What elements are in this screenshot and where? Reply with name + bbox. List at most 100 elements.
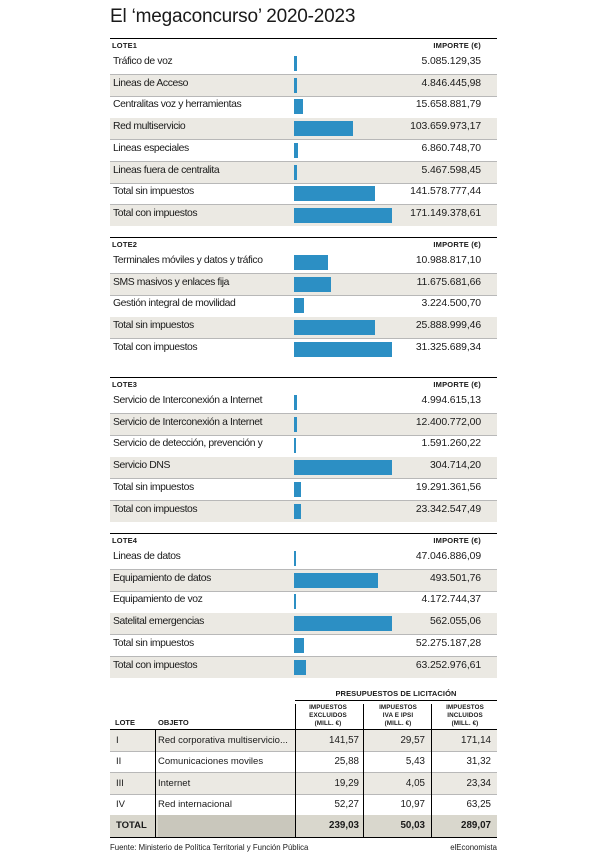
footer: Fuente: Ministerio de Política Territori… <box>110 843 497 855</box>
row-divider <box>110 139 497 141</box>
bar-value-label: 10.988.817,10 <box>415 255 481 266</box>
bar-value-label: 12.400.772,00 <box>415 416 481 428</box>
bar-row: Total sin impuestos 19.291.361,56 <box>110 479 497 501</box>
bar-row: Servicio de Interconexión a Internet 4.99… <box>110 392 497 414</box>
bar-value-label: 47.046.886,09 <box>415 551 481 562</box>
row-divider <box>110 294 497 296</box>
section-top-rule <box>110 533 497 534</box>
iva-cell: 29,57 <box>400 735 425 746</box>
table-total-row: TOTAL 239,03 50,03 289,07 <box>110 815 497 837</box>
section-lote-label: LOTE3 <box>112 380 138 389</box>
bar-row: Total sin impuestos 25.888.999,46 <box>110 317 497 339</box>
bar-value-label: 31.325.689,34 <box>415 341 481 353</box>
bar-mark <box>294 551 296 566</box>
bar-value-label: 562.055,06 <box>429 616 481 628</box>
total-label: TOTAL <box>116 820 147 831</box>
table-col-header-lote: LOTE <box>115 718 135 727</box>
lote-cell: I <box>116 735 119 746</box>
table-row: IV Red internacional 52,27 10,97 63,25 <box>110 794 497 816</box>
bar-mark <box>294 594 296 610</box>
iva-cell: 5,43 <box>405 756 425 768</box>
row-divider <box>110 338 497 340</box>
objeto-cell: Comunicaciones moviles <box>158 756 264 768</box>
row-divider <box>110 590 497 592</box>
section-header: LOTE3 IMPORTE (€) <box>110 379 497 393</box>
bar-value-label: 4.994.615,13 <box>421 395 482 406</box>
bar-mark <box>294 341 392 357</box>
section-value-header: IMPORTE (€) <box>433 536 481 545</box>
section-top-rule <box>110 38 497 39</box>
bar-value-label: 25.888.999,46 <box>415 320 481 332</box>
bar-category-label: Total sin impuestos <box>113 637 194 649</box>
row-divider <box>110 751 497 752</box>
incluidos-cell: 63,25 <box>466 798 491 810</box>
bar-row: Lineas especiales 6.860.748,70 <box>110 140 497 162</box>
bar-row: Centralitas voz y herramientas 15.658.881… <box>110 96 497 118</box>
bar-value-label: 304.714,20 <box>429 460 481 472</box>
bar-category-label: Servicio de Interconexión a Internet <box>113 416 263 428</box>
bar-value-label: 141.578.777,44 <box>410 186 481 198</box>
section-value-header: IMPORTE (€) <box>433 41 481 50</box>
bar-category-label: Total sin impuestos <box>113 186 194 198</box>
bar-category-label: Servicio de Interconexión a Internet <box>113 395 263 406</box>
excluidos-cell: 141,57 <box>329 735 359 746</box>
objeto-cell: Red corporativa multiservicio... <box>158 735 288 746</box>
bar-category-label: Total con impuestos <box>113 659 198 671</box>
bar-row: Tráfico de voz 5.085.129,35 <box>110 53 497 75</box>
lote-cell: II <box>116 756 122 768</box>
row-divider <box>110 182 497 184</box>
col-separator <box>155 730 156 837</box>
excluidos-cell: 19,29 <box>334 777 359 789</box>
bar-row: Equipamiento de datos 493.501,76 <box>110 569 497 592</box>
table-col-header-excluidos: IMPUESTOS EXCLUIDOS (MILL. €) <box>300 704 356 728</box>
bar-category-label: Total con impuestos <box>113 503 198 515</box>
bar-category-label: Tráfico de voz <box>113 56 173 67</box>
col-separator <box>295 704 296 837</box>
bar-mark <box>294 207 392 223</box>
bar-value-label: 171.149.378,61 <box>410 207 481 219</box>
bar-mark <box>294 56 297 71</box>
table-row: III Internet 19,29 4,05 23,34 <box>110 772 497 795</box>
section-header: LOTE2 IMPORTE (€) <box>110 239 497 253</box>
bar-mark <box>294 186 376 202</box>
bar-row: Terminales móviles y datos y tráfico 10.9… <box>110 252 497 274</box>
bar-row: Total sin impuestos 52.275.187,28 <box>110 635 497 657</box>
col-head-line: (MILL. €) <box>384 720 412 727</box>
excluidos-cell: 52,27 <box>334 798 359 810</box>
total-incluidos: 289,07 <box>461 820 491 831</box>
bar-mark <box>294 298 305 314</box>
bar-category-label: Red multiservicio <box>113 121 186 133</box>
lote-cell: IV <box>116 798 125 810</box>
row-divider <box>110 793 497 795</box>
table-row: I Red corporativa multiservicio... 141,57 2… <box>110 730 497 752</box>
bar-mark <box>294 255 329 270</box>
bar-category-label: Satelital emergencias <box>113 616 204 628</box>
bar-category-label: Equipamiento de voz <box>113 594 203 606</box>
col-head-line: IMPUESTOS <box>309 704 347 711</box>
bar-value-label: 1.591.260,22 <box>421 438 482 450</box>
brand-logo: elEconomista <box>450 843 497 852</box>
bar-mark <box>294 438 296 454</box>
bar-mark <box>294 395 297 410</box>
bar-mark <box>294 460 392 476</box>
bar-category-label: Total sin impuestos <box>113 481 194 493</box>
bar-row: Servicio DNS 304.714,20 <box>110 457 497 479</box>
bar-row: Lineas de datos 47.046.886,09 <box>110 548 497 570</box>
bar-category-label: Lineas fuera de centralita <box>113 164 220 176</box>
bar-mark <box>294 503 301 519</box>
row-divider <box>110 478 497 480</box>
iva-cell: 4,05 <box>405 777 425 789</box>
bar-row: Total sin impuestos 141.578.777,44 <box>110 183 497 205</box>
section-top-rule <box>110 237 497 238</box>
bar-row: Total con impuestos 171.149.378,61 <box>110 204 497 227</box>
bar-value-label: 103.659.973,17 <box>410 121 481 133</box>
bar-mark <box>294 121 354 137</box>
bar-row: Total con impuestos 31.325.689,34 <box>110 339 497 361</box>
bar-category-label: Total con impuestos <box>113 341 198 353</box>
bar-value-label: 3.224.500,70 <box>421 298 482 310</box>
bar-category-label: Servicio DNS <box>113 460 170 472</box>
bar-row: Gestión integral de movilidad 3.224.500,7… <box>110 295 497 317</box>
excluidos-cell: 25,88 <box>334 756 359 768</box>
row-divider <box>110 95 497 97</box>
